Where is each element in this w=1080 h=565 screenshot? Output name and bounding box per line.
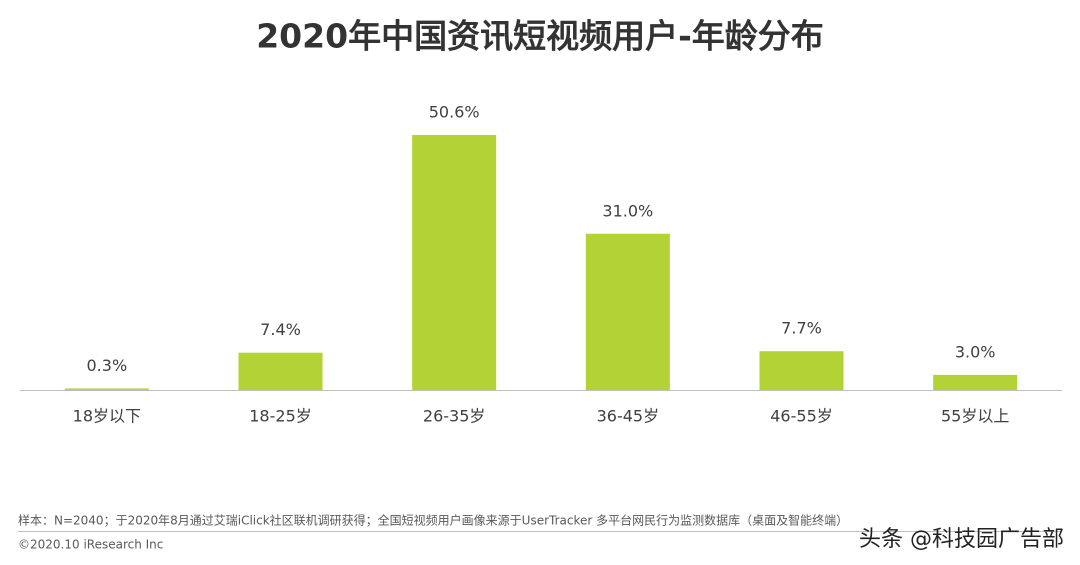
bar bbox=[759, 351, 844, 390]
x-tick-label: 18岁以下 bbox=[73, 407, 141, 426]
bar bbox=[412, 134, 497, 390]
x-tick-label: 36-45岁 bbox=[597, 407, 660, 426]
x-tick-label: 55岁以上 bbox=[941, 407, 1009, 426]
chart-title: 2020年中国资讯短视频用户-年龄分布 bbox=[256, 17, 824, 56]
bar bbox=[238, 352, 323, 390]
value-label: 50.6% bbox=[429, 102, 480, 121]
x-tick-label: 18-25岁 bbox=[249, 407, 312, 426]
value-label: 0.3% bbox=[87, 356, 128, 375]
value-label: 7.4% bbox=[260, 320, 301, 339]
watermark: 头条 @科技园广告部 bbox=[859, 527, 1064, 552]
x-tick-label: 46-55岁 bbox=[770, 407, 833, 426]
value-label: 31.0% bbox=[602, 201, 653, 220]
x-tick-label: 26-35岁 bbox=[423, 407, 486, 426]
bar bbox=[64, 388, 149, 390]
value-label: 7.7% bbox=[781, 319, 822, 338]
footnote: 样本：N=2040；于2020年8月通过艾瑞iClick社区联机调研获得；全国短… bbox=[18, 513, 848, 528]
bar bbox=[933, 374, 1018, 390]
value-label: 3.0% bbox=[955, 342, 996, 361]
copyright: ©2020.10 iResearch Inc bbox=[18, 538, 163, 552]
bar bbox=[585, 233, 670, 390]
